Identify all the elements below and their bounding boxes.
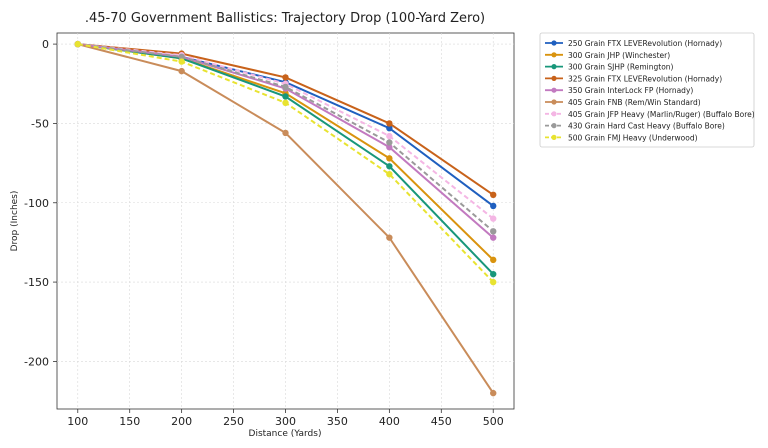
legend-item: 300 Grain SJHP (Remington) xyxy=(545,63,674,72)
data-point xyxy=(178,58,185,65)
x-axis-label: Distance (Yards) xyxy=(249,429,322,439)
data-point xyxy=(490,278,497,286)
y-tick-label: -100 xyxy=(24,197,49,210)
x-tick-label: 100 xyxy=(67,415,88,428)
data-point xyxy=(282,99,289,107)
data-point xyxy=(386,163,393,170)
chart-title: .45-70 Government Ballistics: Trajectory… xyxy=(85,11,485,26)
data-point xyxy=(490,202,497,210)
legend-label: 500 Grain FMJ Heavy (Underwood) xyxy=(568,133,698,142)
data-point xyxy=(386,170,393,178)
legend-box xyxy=(539,32,755,148)
legend-label: 300 Grain SJHP (Remington) xyxy=(568,63,674,72)
y-tick-label: 0 xyxy=(42,38,49,51)
data-point xyxy=(490,234,497,241)
data-point xyxy=(386,120,393,127)
x-tick-label: 500 xyxy=(483,415,504,428)
legend-label: 430 Grain Hard Cast Heavy (Buffalo Bore) xyxy=(568,122,725,131)
legend-label: 350 Grain InterLock FP (Hornady) xyxy=(568,86,693,95)
x-tick-label: 350 xyxy=(327,415,348,428)
x-tick-label: 250 xyxy=(223,415,244,428)
legend-item: 325 Grain FTX LEVERevolution (Hornady) xyxy=(545,74,722,83)
data-point xyxy=(386,144,393,151)
legend-label: 325 Grain FTX LEVERevolution (Hornady) xyxy=(568,74,722,83)
data-point xyxy=(386,132,393,140)
x-tick-label: 400 xyxy=(379,415,400,428)
data-point xyxy=(74,40,81,48)
legend-swatch-marker xyxy=(551,99,557,105)
data-point xyxy=(490,228,497,235)
legend-item: 500 Grain FMJ Heavy (Underwood) xyxy=(545,133,698,142)
legend-swatch-marker xyxy=(551,111,557,117)
series-9 xyxy=(74,40,497,286)
series-lines xyxy=(74,40,497,397)
data-point xyxy=(490,256,497,264)
y-tick-label: -150 xyxy=(24,276,49,289)
x-tick-label: 200 xyxy=(171,415,192,428)
legend-swatch-marker xyxy=(551,52,557,58)
data-point xyxy=(282,93,289,100)
y-tick-label: -50 xyxy=(31,117,49,130)
y-tick-label: -200 xyxy=(24,355,49,368)
legend-label: 405 Grain FNB (Rem/Win Standard) xyxy=(568,98,701,107)
legend-swatch-marker xyxy=(551,134,557,140)
x-tick-label: 300 xyxy=(275,415,296,428)
x-tick-label: 150 xyxy=(119,415,140,428)
data-point xyxy=(490,191,497,199)
data-point xyxy=(490,389,497,397)
legend-item: 405 Grain JFP Heavy (Marlin/Ruger) (Buff… xyxy=(545,110,755,119)
legend-swatch-marker xyxy=(551,64,557,70)
data-point xyxy=(178,53,185,60)
y-axis-ticks: 0 -50 -100 -150 -200 xyxy=(24,38,57,368)
legend-item: 430 Grain Hard Cast Heavy (Buffalo Bore) xyxy=(545,122,725,131)
legend-swatch-marker xyxy=(551,87,557,93)
legend-label: 300 Grain JHP (Winchester) xyxy=(568,51,670,60)
legend-item: 405 Grain FNB (Rem/Win Standard) xyxy=(545,98,701,107)
y-axis-label: Drop (Inches) xyxy=(10,191,20,252)
data-point xyxy=(386,234,393,241)
data-point xyxy=(282,83,289,91)
data-point xyxy=(386,139,393,146)
data-point xyxy=(490,215,497,222)
legend-swatch-marker xyxy=(551,123,557,129)
x-axis-ticks: 100 150 200 250 300 350 400 450 500 xyxy=(67,409,504,428)
legend: 250 Grain FTX LEVERevolution (Hornady) 30… xyxy=(539,32,755,148)
data-point xyxy=(490,270,497,278)
data-point xyxy=(282,74,289,81)
data-point xyxy=(282,129,289,137)
data-point xyxy=(386,124,393,132)
legend-label: 250 Grain FTX LEVERevolution (Hornady) xyxy=(568,39,722,48)
data-point xyxy=(178,67,185,75)
legend-swatch-marker xyxy=(551,75,557,81)
legend-swatch-marker xyxy=(551,40,557,46)
legend-item: 250 Grain FTX LEVERevolution (Hornady) xyxy=(545,39,722,48)
x-tick-label: 450 xyxy=(431,415,452,428)
legend-label: 405 Grain JFP Heavy (Marlin/Ruger) (Buff… xyxy=(568,110,755,119)
data-point xyxy=(386,155,393,162)
legend-item: 300 Grain JHP (Winchester) xyxy=(545,51,670,60)
legend-item: 350 Grain InterLock FP (Hornady) xyxy=(545,86,693,95)
